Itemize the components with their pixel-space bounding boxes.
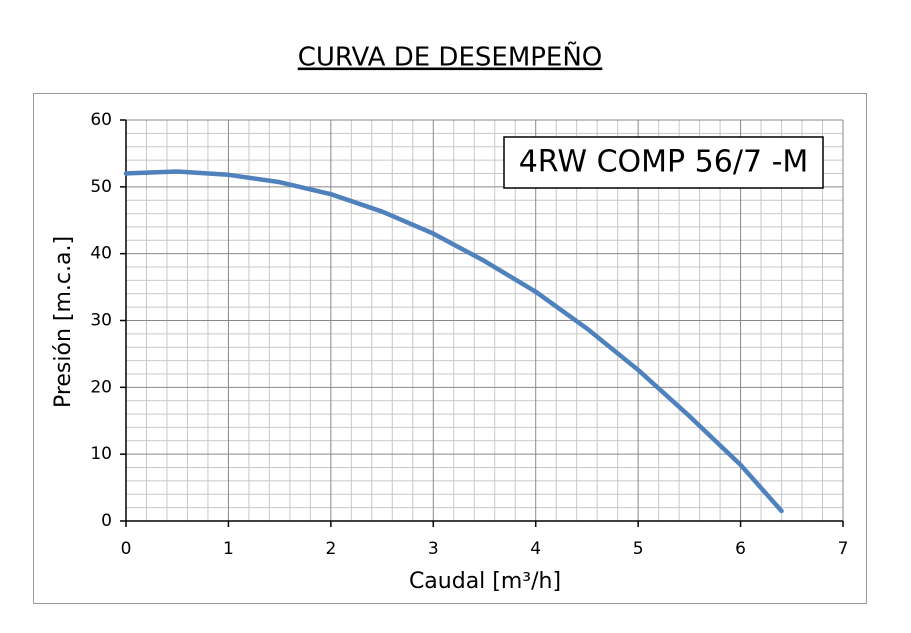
x-tick-label: 1 [223,539,234,559]
annotation: 4RW COMP 56/7 -M [519,145,809,180]
y-tick-label: 30 [90,311,112,331]
y-axis-label: Presión [m.c.a.] [51,236,76,408]
chart-title: CURVA DE DESEMPEÑO [298,41,603,73]
x-tick-label: 4 [530,539,541,559]
x-tick-label: 6 [735,539,746,559]
y-tick-label: 10 [90,444,112,464]
y-tick-label: 0 [101,511,112,531]
y-tick-label: 60 [90,110,112,130]
x-tick-label: 3 [428,539,439,559]
x-tick-label: 2 [325,539,336,559]
y-tick-label: 40 [90,244,112,264]
y-tick-label: 50 [90,177,112,197]
x-tick-label: 0 [121,539,132,559]
x-tick-label: 7 [838,539,849,559]
y-tick-label: 20 [90,377,112,397]
x-axis-label: Caudal [m³/h] [409,569,561,594]
annotation-box [503,136,824,189]
data-line [123,169,784,514]
chart-frame [33,93,867,604]
x-tick-label: 5 [633,539,644,559]
